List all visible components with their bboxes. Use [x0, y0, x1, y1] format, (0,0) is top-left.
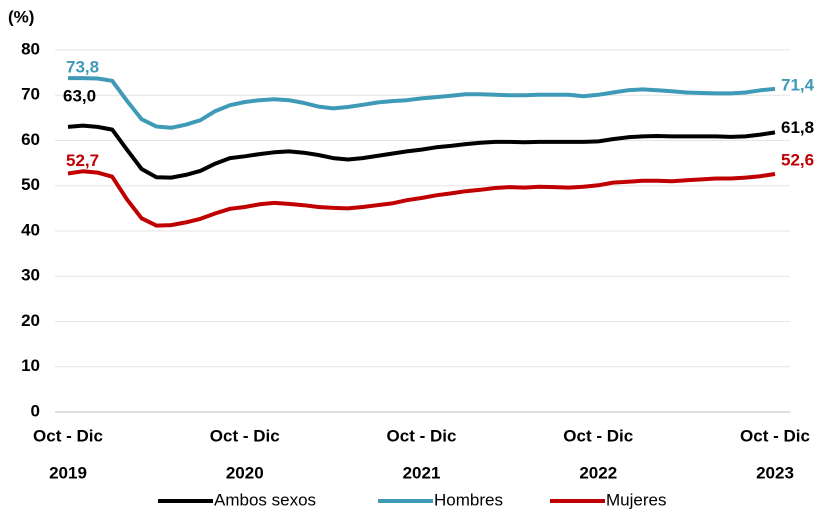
line	[67, 169, 776, 228]
y-axis-label: (%)	[8, 7, 34, 26]
y-tick-label: 10	[21, 356, 40, 375]
x-tick-label: Oct - Dic	[33, 426, 103, 445]
legend-label: Hombres	[434, 490, 503, 509]
legend-label: Ambos sexos	[214, 490, 316, 509]
x-tick-year: 2020	[226, 463, 264, 482]
x-tick-label: Oct - Dic	[740, 426, 810, 445]
y-tick-label: 60	[21, 130, 40, 149]
x-tick-year: 2022	[579, 463, 617, 482]
x-tick-year: 2023	[756, 463, 794, 482]
x-tick-year: 2021	[403, 463, 441, 482]
data-label: 73,8	[66, 58, 99, 77]
line	[67, 123, 776, 180]
data-label: 61,8	[781, 118, 814, 137]
data-label: 52,7	[66, 151, 99, 170]
y-tick-label: 0	[31, 401, 40, 420]
x-tick-year: 2019	[49, 463, 87, 482]
x-tick-label: Oct - Dic	[563, 426, 633, 445]
y-tick-label: 80	[21, 39, 40, 58]
y-tick-label: 40	[21, 220, 40, 239]
data-label: 71,4	[781, 75, 815, 94]
x-tick-label: Oct - Dic	[210, 426, 280, 445]
data-label: 63,0	[63, 86, 96, 105]
y-tick-label: 70	[21, 85, 40, 104]
y-tick-label: 30	[21, 266, 40, 285]
y-tick-label: 20	[21, 311, 40, 330]
x-tick-label: Oct - Dic	[387, 426, 457, 445]
legend-label: Mujeres	[606, 490, 666, 509]
line	[68, 76, 776, 130]
data-label: 52,6	[781, 150, 814, 169]
y-tick-label: 50	[21, 175, 40, 194]
